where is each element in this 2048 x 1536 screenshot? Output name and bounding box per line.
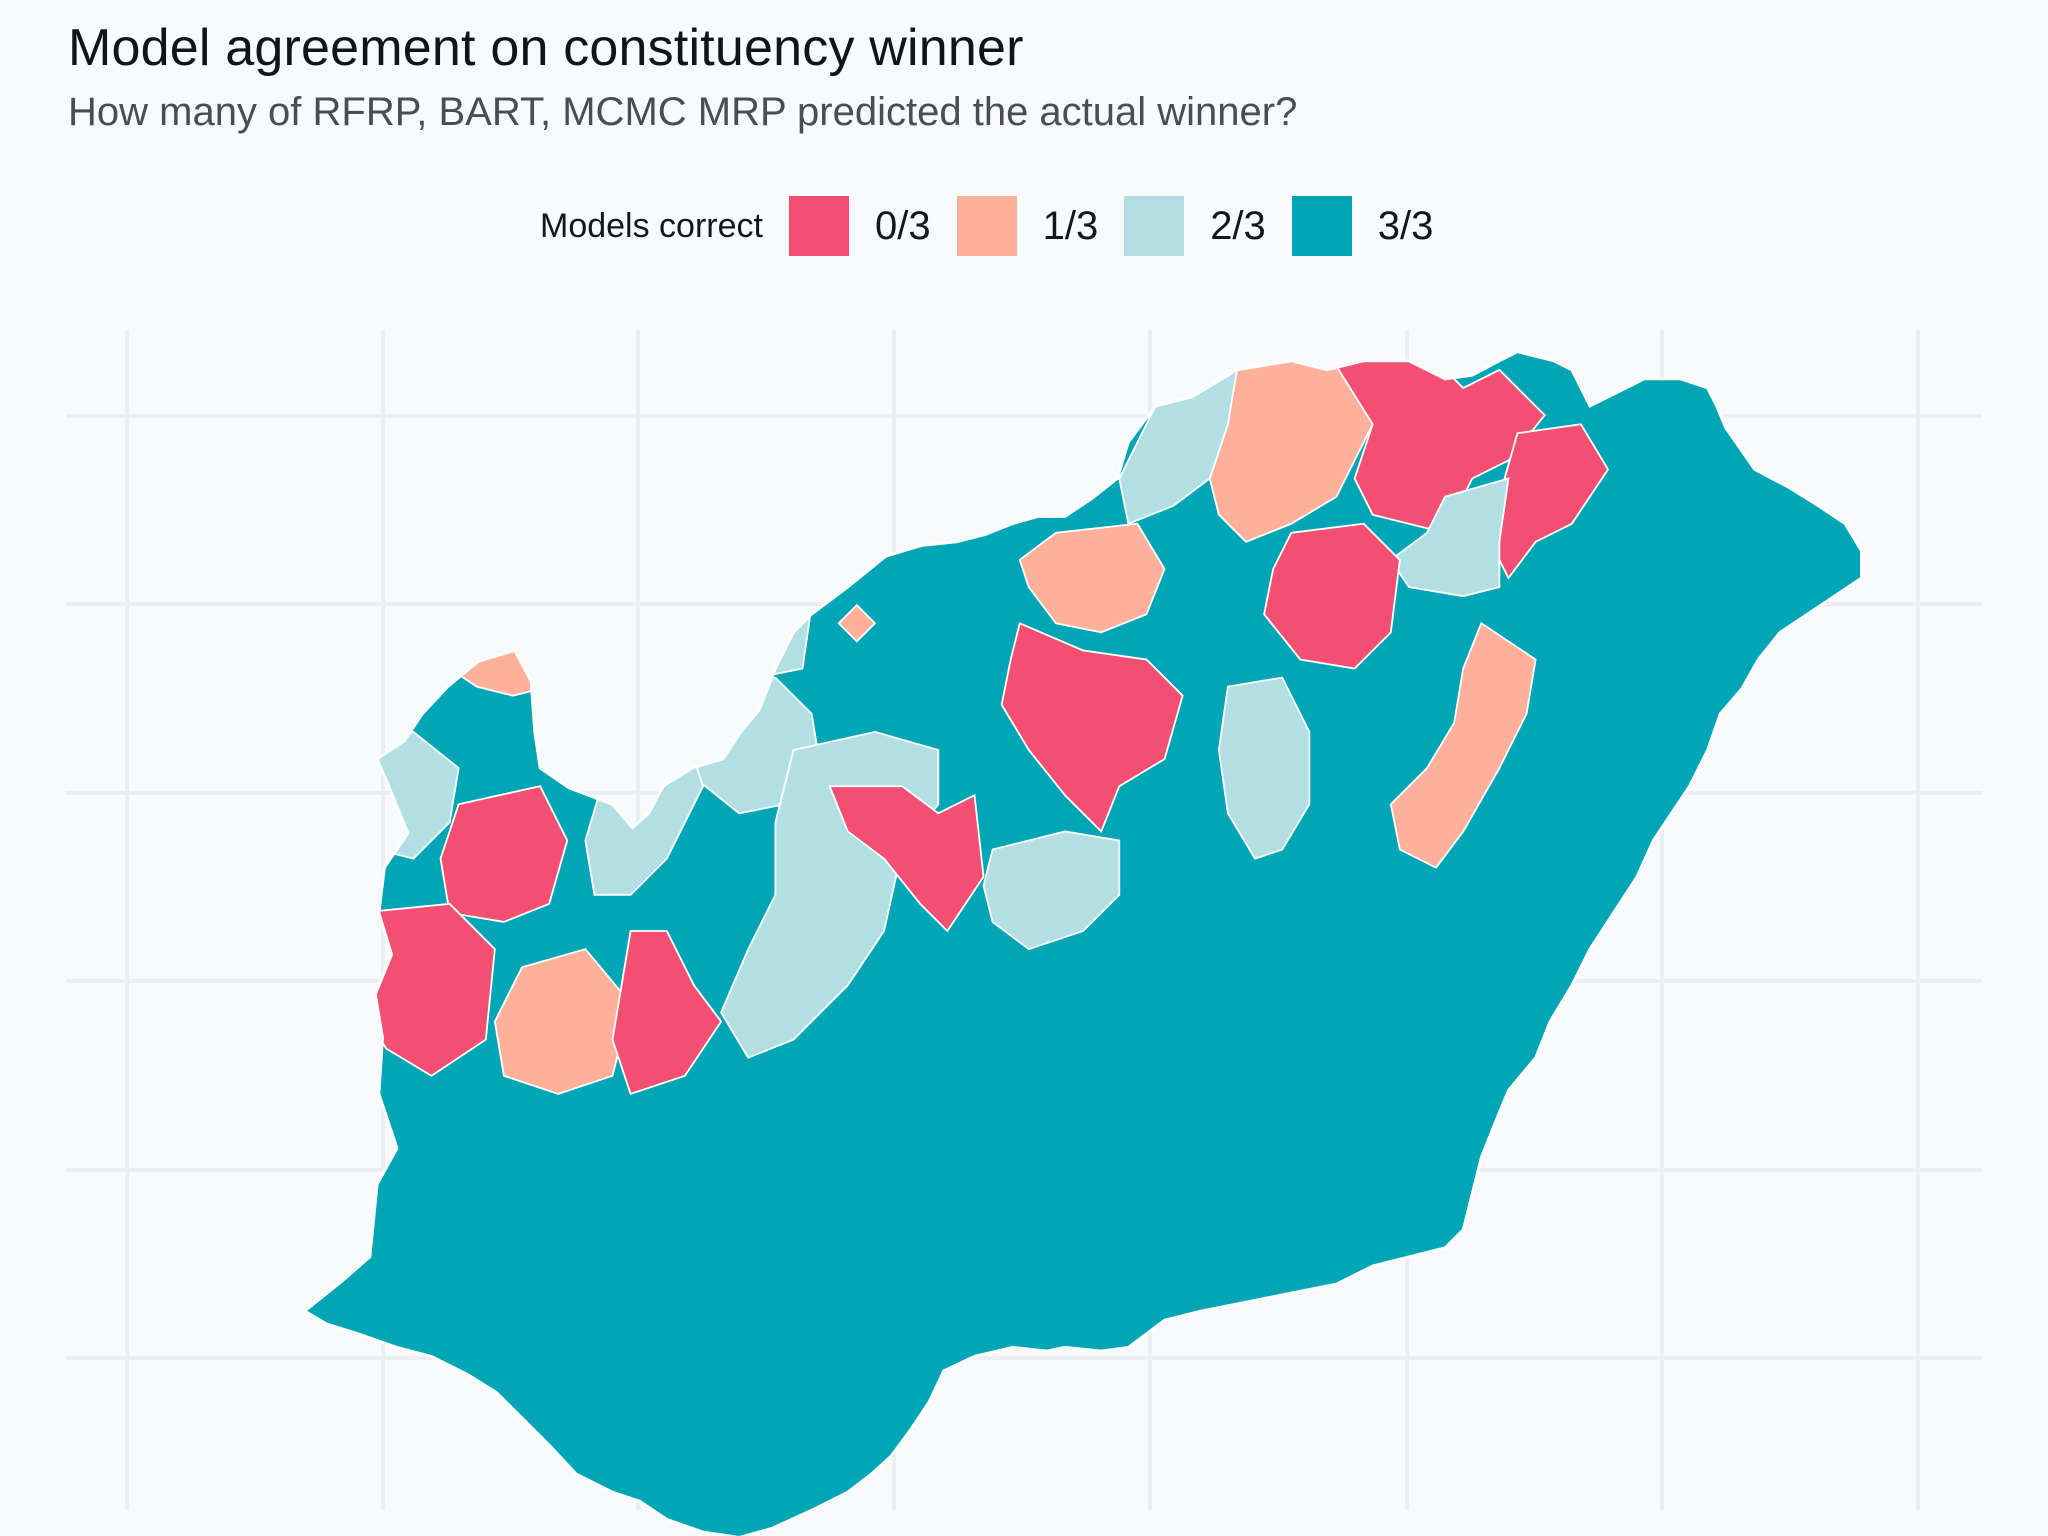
region-cat2	[711, 558, 813, 679]
chart-title: Model agreement on constituency winner	[68, 19, 1024, 77]
region-cat2	[1217, 676, 1311, 860]
region-cat1	[1018, 522, 1166, 634]
region-cat0	[1000, 622, 1184, 834]
legend-item-3: 3/3	[1291, 196, 1434, 256]
legend-swatch-0	[788, 196, 849, 256]
region-cat2	[1389, 477, 1510, 598]
region-cat1	[493, 948, 632, 1095]
region-cat0	[828, 785, 985, 933]
region-cat2	[1118, 368, 1239, 525]
region-cat0	[439, 785, 569, 923]
legend-swatch-2	[1124, 196, 1185, 256]
legend-title: Models correct	[540, 206, 763, 245]
region-cat0	[1325, 351, 1546, 534]
region-cat0	[1263, 522, 1401, 670]
region-cat0	[312, 902, 496, 1077]
legend-item-0: 0/3	[788, 196, 931, 256]
legend-label-3: 3/3	[1377, 203, 1434, 248]
legend-swatch-3	[1291, 196, 1352, 256]
region-cat2	[982, 830, 1121, 951]
legend-label-0: 0/3	[874, 203, 931, 248]
region-cat1	[837, 603, 877, 643]
legend: Models correct 0/3 1/3 2/3 3/3	[540, 196, 1459, 256]
country-shape	[303, 350, 1863, 1536]
region-cat1	[1389, 621, 1537, 869]
region-cat0	[611, 930, 723, 1096]
legend-label-2: 2/3	[1210, 203, 1266, 248]
legend-swatch-1	[956, 196, 1017, 256]
region-cat1	[448, 540, 587, 697]
legend-item-1: 1/3	[956, 196, 1099, 256]
chart-subtitle: How many of RFRP, BART, MCMC MRP predict…	[68, 90, 1298, 134]
legend-item-2: 2/3	[1124, 196, 1266, 256]
legend-label-1: 1/3	[1042, 203, 1099, 248]
